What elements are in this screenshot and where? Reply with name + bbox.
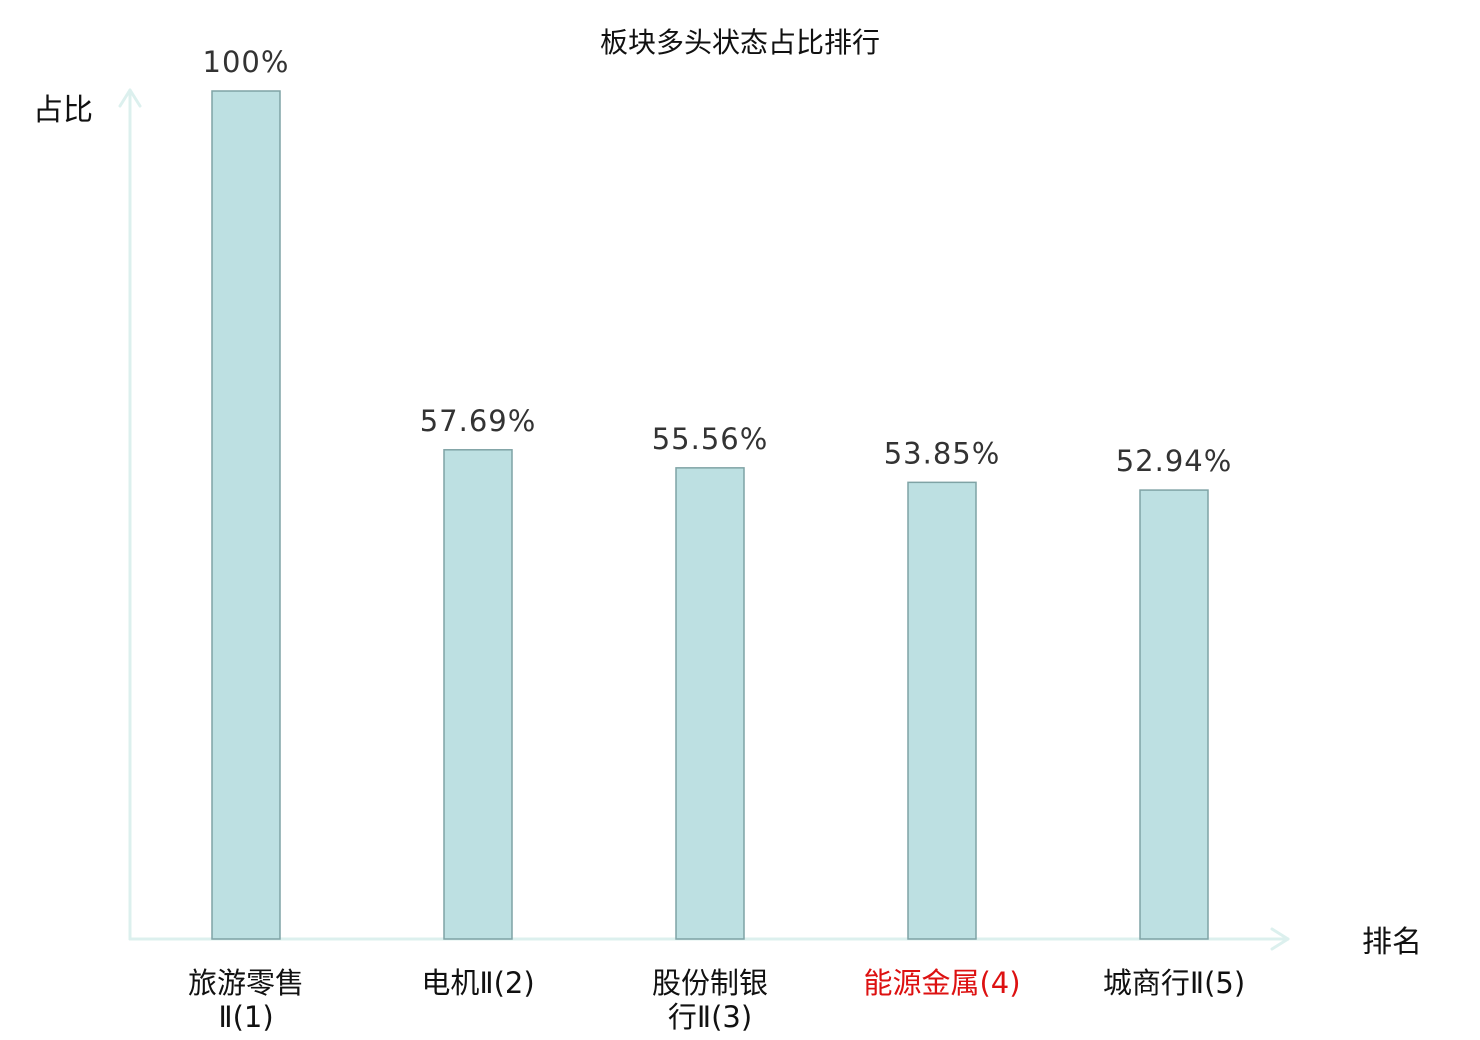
category-label: 股份制银 bbox=[652, 966, 768, 1000]
bar-value-label: 53.85% bbox=[884, 436, 1001, 470]
chart-title: 板块多头状态占比排行 bbox=[600, 26, 880, 59]
category-label: Ⅱ(1) bbox=[218, 1000, 273, 1034]
bar-value-label: 55.56% bbox=[652, 422, 769, 456]
category-label: 城商行Ⅱ(5) bbox=[1103, 966, 1245, 1000]
bar bbox=[675, 467, 745, 940]
bars-group bbox=[211, 90, 1209, 940]
x-axis-label: 排名 bbox=[1362, 925, 1422, 960]
category-label: 旅游零售 bbox=[188, 966, 304, 1000]
bar-value-label: 100% bbox=[203, 45, 290, 79]
bar-value-label: 52.94% bbox=[1116, 444, 1233, 478]
bar-value-label: 57.69% bbox=[420, 404, 537, 438]
category-label: 行Ⅱ(3) bbox=[668, 1000, 752, 1034]
bar bbox=[907, 481, 977, 940]
bar bbox=[1139, 489, 1209, 940]
y-axis-arrow bbox=[118, 88, 142, 108]
y-axis-label: 占比 bbox=[33, 93, 93, 128]
value-labels-group: 100% 57.69% 55.56% 53.85% 52.94% bbox=[203, 45, 1233, 478]
category-label: 能源金属(4) bbox=[863, 966, 1020, 1000]
category-label: 电机Ⅱ(2) bbox=[421, 966, 534, 1000]
x-axis-arrow bbox=[1270, 927, 1290, 951]
bar bbox=[443, 449, 513, 940]
bar bbox=[211, 90, 281, 940]
